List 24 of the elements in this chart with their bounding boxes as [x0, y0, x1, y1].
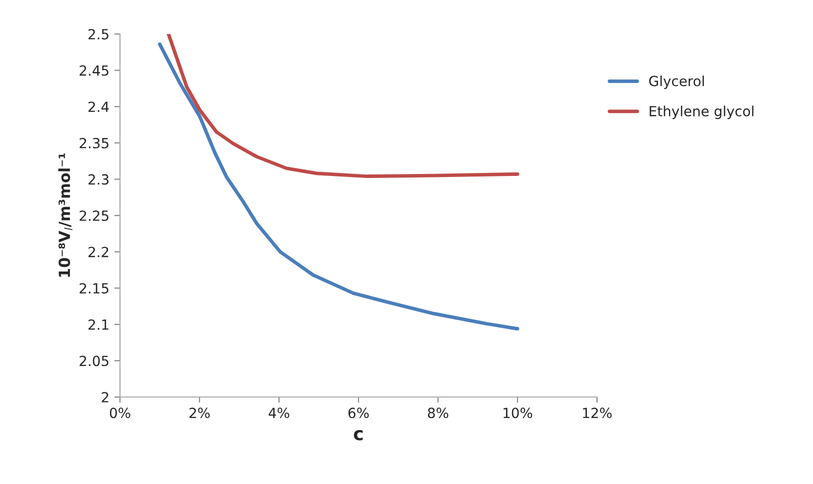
y-tick-label: 2.25	[80, 210, 108, 221]
y-tick-label: 2.5	[88, 28, 108, 40]
legend-label: Glycerol	[649, 76, 704, 89]
x-tick-label: 0%	[110, 408, 130, 418]
legend-label: Ethylene glycol	[650, 106, 754, 120]
x-tick-label: 12%	[583, 408, 612, 418]
x-tick-label: 4%	[268, 408, 290, 418]
line-series	[166, 34, 520, 178]
x-axis-title: c	[354, 430, 363, 440]
y-tick-label: 2.15	[80, 283, 108, 294]
y-tick-label: 2.1	[88, 319, 108, 330]
x-tick-label: 2%	[190, 408, 210, 418]
x-tick-label: 10%	[504, 408, 532, 418]
y-tick-label: 2.05	[80, 356, 108, 366]
y-axis-title: 10⁻⁸V$_{l}$/m³mol⁻¹	[58, 153, 72, 277]
y-tick-label: 2.45	[80, 65, 108, 76]
y-tick-label: 2.35	[80, 138, 108, 148]
line-series	[158, 42, 520, 330]
y-tick-label: 2.2	[88, 246, 108, 258]
x-tick-label: 8%	[428, 408, 448, 418]
y-tick-label: 2.3	[88, 174, 108, 185]
x-tick-label: 6%	[348, 408, 369, 418]
y-tick-label: 2	[102, 392, 108, 402]
y-tick-label: 2.4	[88, 102, 109, 112]
